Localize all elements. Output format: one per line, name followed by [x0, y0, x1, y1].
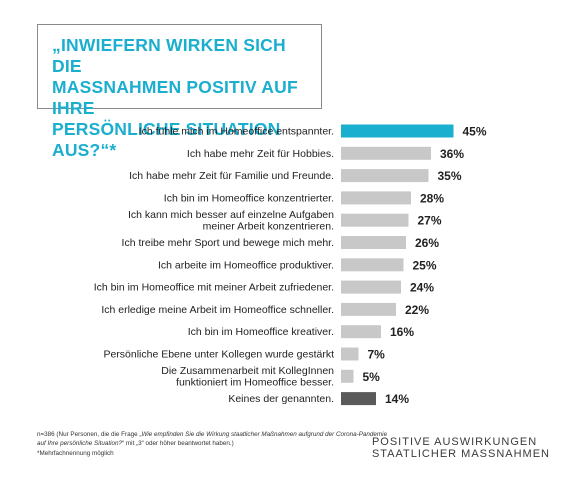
- category-label: Ich bin im Homeoffice konzentrierter.: [164, 192, 334, 204]
- brand-line-2: STAATLICHER MASSNAHMEN: [371, 448, 550, 460]
- bar: [341, 146, 431, 160]
- footnote-end: “ mit „3“ oder höher beantwortet haben.): [122, 440, 234, 447]
- bar: [341, 280, 401, 294]
- multiple-answers-note: *Mehrfachnennung möglich: [37, 450, 114, 457]
- category-label: Ich treibe mehr Sport und bewege mich me…: [122, 237, 334, 249]
- brand-line-1: POSITIVE AUSWIRKUNGEN: [371, 436, 538, 448]
- value-label: 25%: [413, 258, 437, 272]
- footnote-question: Wie empfinden Sie die Wirkung staatliche…: [37, 431, 388, 447]
- value-label: 26%: [415, 236, 439, 250]
- bar: [341, 325, 381, 339]
- category-label: Ich erledige meine Arbeit im Homeoffice …: [101, 304, 334, 316]
- bar-chart: Ich fühle mich im Homeoffice entspannter…: [94, 124, 487, 406]
- bar: [341, 392, 376, 406]
- bar: [341, 169, 429, 183]
- value-label: 36%: [440, 147, 464, 161]
- value-label: 28%: [420, 191, 444, 205]
- value-label: 5%: [363, 370, 381, 384]
- bar: [341, 124, 454, 138]
- category-label: Keines der genannten.: [228, 393, 334, 405]
- bar: [341, 369, 354, 383]
- category-label: Ich fühle mich im Homeoffice entspannter…: [139, 126, 334, 138]
- category-label: Die Zusammenarbeit mit KollegInnen funkti…: [161, 365, 334, 389]
- category-label: Ich kann mich besser auf einzelne Aufgab…: [128, 209, 334, 233]
- value-label: 45%: [463, 125, 487, 139]
- value-label: 7%: [368, 348, 386, 362]
- footnote-start: n=386 (Nur Personen, die die Frage „: [37, 431, 142, 438]
- value-label: 22%: [405, 303, 429, 317]
- bar: [341, 347, 359, 361]
- value-label: 27%: [418, 214, 442, 228]
- value-label: 35%: [438, 169, 462, 183]
- sample-footnote: n=386 (Nur Personen, die die Frage „Wie …: [37, 430, 397, 448]
- bar: [341, 302, 396, 316]
- bar: [341, 191, 411, 205]
- category-label: Ich arbeite im Homeoffice produktiver.: [158, 259, 334, 271]
- bar: [341, 213, 409, 227]
- bar: [341, 236, 406, 249]
- bar: [341, 258, 404, 272]
- brand-caption: POSITIVE AUSWIRKUNGEN STAATLICHER MASSNA…: [372, 436, 550, 460]
- question-bubble: „INWIEFERN WIRKEN SICH DIE MASSNAHMEN PO…: [37, 24, 322, 160]
- value-label: 14%: [385, 392, 409, 406]
- category-label: Ich bin im Homeoffice kreativer.: [188, 326, 334, 338]
- category-label: Ich habe mehr Zeit für Hobbies.: [187, 148, 334, 160]
- category-label: Ich habe mehr Zeit für Familie und Freun…: [129, 170, 334, 182]
- value-label: 16%: [390, 325, 414, 339]
- category-label: Ich bin im Homeoffice mit meiner Arbeit …: [94, 282, 334, 294]
- value-label: 24%: [410, 281, 434, 295]
- category-label: Persönliche Ebene unter Kollegen wurde g…: [103, 349, 334, 361]
